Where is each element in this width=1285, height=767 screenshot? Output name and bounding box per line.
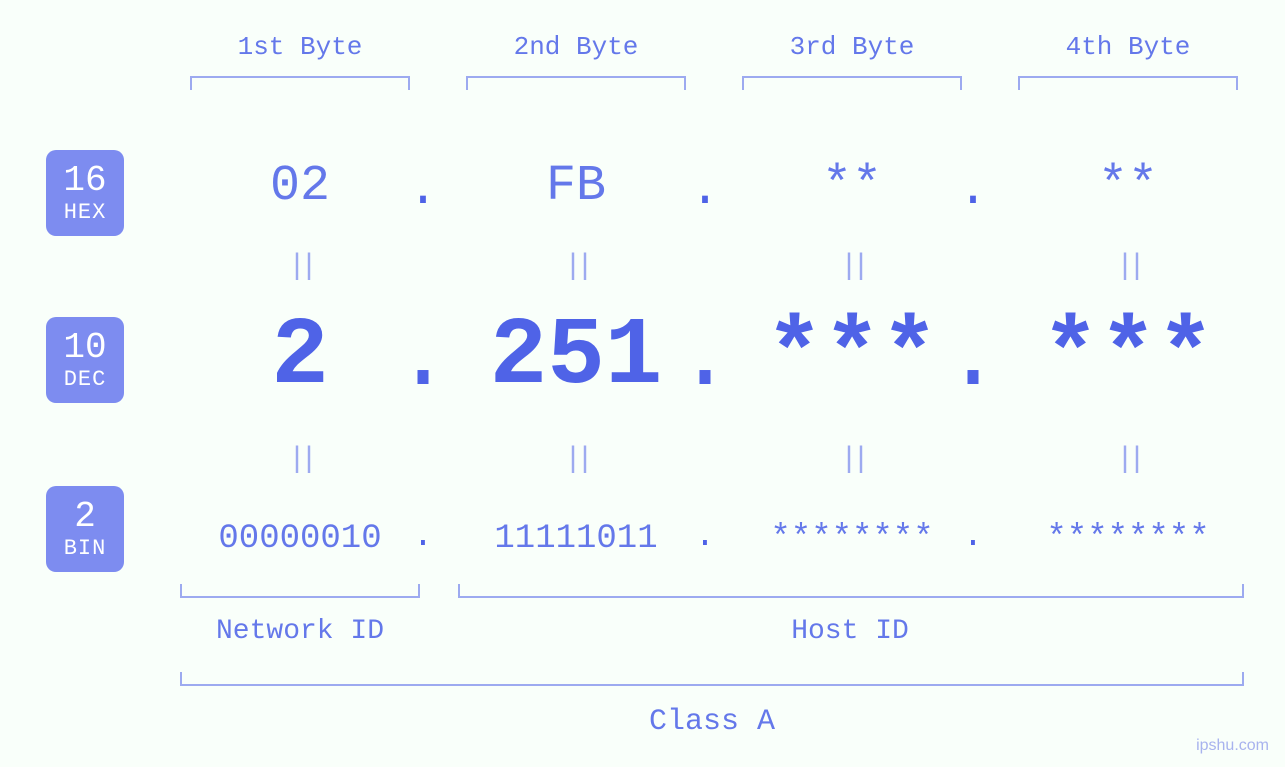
dec-byte-4: *** — [1042, 302, 1215, 411]
equals-r0-c0: || — [288, 250, 312, 284]
equals-r1-c3: || — [1116, 443, 1140, 477]
equals-r1-c1: || — [564, 443, 588, 477]
watermark: ipshu.com — [1196, 737, 1269, 755]
byte-label-3: 3rd Byte — [790, 32, 915, 62]
equals-r0-c1: || — [564, 250, 588, 284]
bin-dot-2: . — [695, 518, 715, 556]
badge-dec-lab: DEC — [46, 368, 124, 391]
bin-byte-2: 11111011 — [494, 520, 657, 558]
hex-byte-4: ** — [1098, 158, 1158, 215]
byte-bracket-4 — [1018, 76, 1238, 90]
dec-dot-2: . — [676, 304, 734, 413]
badge-dec-num: 10 — [46, 329, 124, 367]
bin-dot-3: . — [963, 518, 983, 556]
equals-r1-c0: || — [288, 443, 312, 477]
host-id-label: Host ID — [791, 616, 909, 647]
bin-byte-1: 00000010 — [218, 520, 381, 558]
badge-dec: 10DEC — [46, 317, 124, 403]
equals-r1-c2: || — [840, 443, 864, 477]
byte-label-2: 2nd Byte — [514, 32, 639, 62]
equals-r0-c2: || — [840, 250, 864, 284]
hex-byte-2: FB — [546, 158, 606, 215]
bin-byte-3: ******** — [770, 520, 933, 558]
hex-dot-3: . — [958, 162, 988, 219]
network-bracket — [180, 584, 420, 598]
network-id-label: Network ID — [216, 616, 384, 647]
dec-byte-3: *** — [766, 302, 939, 411]
badge-bin-lab: BIN — [46, 537, 124, 560]
equals-r0-c3: || — [1116, 250, 1140, 284]
bin-dot-1: . — [413, 518, 433, 556]
byte-label-4: 4th Byte — [1066, 32, 1191, 62]
badge-hex-num: 16 — [46, 162, 124, 200]
hex-byte-3: ** — [822, 158, 882, 215]
badge-hex-lab: HEX — [46, 201, 124, 224]
hex-dot-1: . — [408, 162, 438, 219]
badge-bin: 2BIN — [46, 486, 124, 572]
bin-byte-4: ******** — [1046, 520, 1209, 558]
byte-label-1: 1st Byte — [238, 32, 363, 62]
dec-dot-1: . — [394, 304, 452, 413]
byte-bracket-2 — [466, 76, 686, 90]
class-label: Class A — [649, 705, 775, 739]
class-bracket — [180, 672, 1244, 686]
badge-bin-num: 2 — [46, 498, 124, 536]
hex-dot-2: . — [690, 162, 720, 219]
hex-byte-1: 02 — [270, 158, 330, 215]
dec-byte-1: 2 — [271, 302, 329, 411]
badge-hex: 16HEX — [46, 150, 124, 236]
dec-byte-2: 251 — [490, 302, 663, 411]
host-bracket — [458, 584, 1244, 598]
byte-bracket-3 — [742, 76, 962, 90]
dec-dot-3: . — [944, 304, 1002, 413]
byte-bracket-1 — [190, 76, 410, 90]
